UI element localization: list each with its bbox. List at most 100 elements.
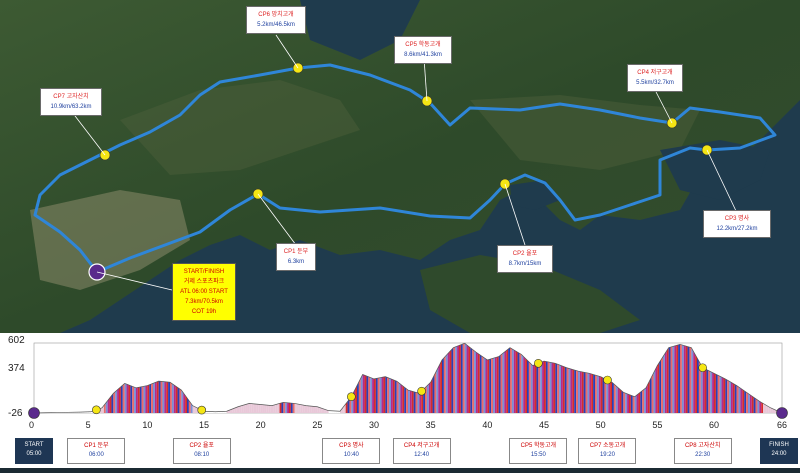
elevation-column: [436, 367, 438, 413]
elevation-column: [691, 348, 693, 413]
profile-endpoint-marker[interactable]: [777, 408, 788, 419]
elevation-column: [363, 374, 365, 413]
elevation-column: [684, 345, 686, 413]
elevation-column: [470, 348, 472, 413]
cp1-title: CP1 둔부: [281, 247, 311, 257]
station-name: CP5 학동고개: [510, 442, 566, 451]
profile-cp-marker[interactable]: [198, 406, 206, 414]
elevation-column: [678, 344, 680, 413]
elevation-column: [474, 351, 476, 413]
elevation-column: [580, 371, 582, 413]
elevation-column: [739, 387, 741, 413]
elevation-column: [272, 405, 274, 413]
elevation-column: [633, 396, 635, 413]
elevation-column: [518, 352, 520, 413]
elevation-column: [361, 374, 363, 413]
elevation-column: [740, 388, 742, 413]
profile-endpoint-marker[interactable]: [29, 408, 40, 419]
elevation-column: [176, 386, 178, 413]
elevation-column: [147, 385, 149, 413]
x-tick-label: 35: [426, 420, 436, 430]
elevation-column: [508, 348, 510, 413]
profile-cp-marker[interactable]: [347, 393, 355, 401]
start-line-5: COT 19h: [175, 307, 233, 317]
elevation-column: [304, 405, 306, 413]
elevation-column: [569, 368, 571, 413]
station-name: CP1 둔부: [68, 442, 124, 451]
x-tick-label: 15: [199, 420, 209, 430]
elevation-column: [270, 405, 272, 413]
elevation-column: [665, 351, 667, 413]
elevation-column: [295, 403, 297, 413]
elevation-column: [382, 377, 384, 413]
elevation-column: [686, 346, 688, 413]
elevation-column: [731, 382, 733, 413]
elevation-column: [448, 352, 450, 413]
elevation-column: [453, 347, 455, 413]
elevation-column: [733, 383, 735, 413]
elevation-column: [654, 369, 656, 413]
elevation-column: [457, 345, 459, 413]
elevation-column: [368, 377, 370, 413]
cp1-label: CP1 둔부 6.3km: [276, 243, 316, 271]
station-time: 05:00: [15, 450, 53, 459]
elevation-column: [489, 359, 491, 413]
profile-cp-marker[interactable]: [534, 359, 542, 367]
profile-cp-marker[interactable]: [418, 387, 426, 395]
elevation-column: [718, 375, 720, 413]
elevation-column: [663, 354, 665, 413]
elevation-column: [601, 377, 603, 413]
elevation-column: [531, 364, 533, 413]
cp5-label: CP5 학동고개 8.6km/41.3km: [394, 36, 452, 64]
profile-cp-marker[interactable]: [699, 364, 707, 372]
elevation-column: [402, 386, 404, 413]
elevation-column: [446, 354, 448, 413]
elevation-column: [127, 384, 129, 413]
start-line-2: 거제 스포츠파크: [175, 277, 233, 287]
elevation-column: [744, 391, 746, 413]
elevation-column: [553, 363, 555, 413]
elevation-column: [162, 381, 164, 413]
elevation-column: [251, 404, 253, 413]
profile-cp-marker[interactable]: [603, 376, 611, 384]
elevation-column: [429, 382, 431, 413]
elevation-column: [680, 344, 682, 413]
elevation-column: [621, 391, 623, 413]
elevation-column: [593, 374, 595, 413]
elevation-column: [616, 386, 618, 413]
elevation-column: [261, 405, 263, 413]
elevation-column: [480, 355, 482, 413]
elevation-column: [427, 384, 429, 413]
elevation-column: [646, 384, 648, 413]
elevation-column: [559, 365, 561, 413]
station-time: 19:20: [579, 451, 635, 460]
x-tick-label: 60: [709, 420, 719, 430]
cp3-title: CP3 명사: [708, 214, 766, 224]
elevation-column: [499, 355, 501, 413]
elevation-column: [380, 377, 382, 413]
x-tick-label: 10: [142, 420, 152, 430]
elevation-column: [365, 375, 367, 413]
elevation-column: [247, 403, 249, 413]
elevation-column: [172, 384, 174, 413]
start-line-3: ATL 06:00 START: [175, 287, 233, 297]
profile-cp-marker[interactable]: [92, 406, 100, 414]
elevation-column: [281, 402, 283, 413]
elevation-column: [280, 403, 282, 413]
elevation-column: [510, 348, 512, 413]
cp2-title: CP2 율포: [502, 249, 548, 259]
elevation-column: [652, 373, 654, 413]
elevation-column: [606, 379, 608, 413]
elevation-column: [315, 407, 317, 413]
elevation-column: [451, 348, 453, 413]
elevation-column: [468, 346, 470, 413]
elevation-column: [138, 387, 140, 413]
elevation-column: [306, 406, 308, 413]
elevation-column: [536, 363, 538, 413]
elevation-column: [376, 378, 378, 413]
elevation-column: [502, 352, 504, 413]
cp4-title: CP4 저구고개: [632, 68, 678, 78]
